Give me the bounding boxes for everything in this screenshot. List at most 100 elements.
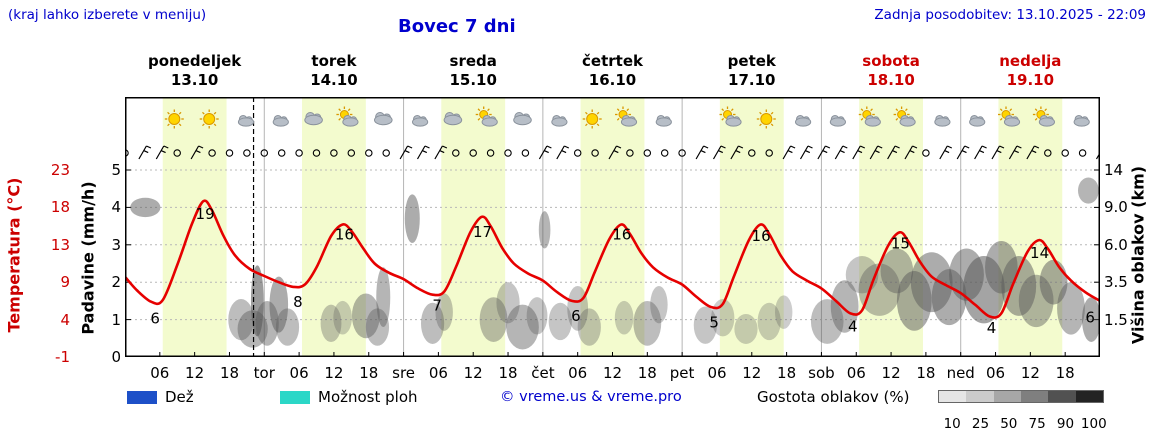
- x-axis-label: pet: [670, 364, 695, 382]
- temp-tick-label: -1: [55, 348, 70, 366]
- day-header-15.10: sreda 15.10: [403, 52, 543, 90]
- day-date: 13.10: [170, 71, 219, 89]
- temperature-value-label: 17: [473, 223, 492, 241]
- temp-tick-label: 13: [50, 235, 70, 254]
- temperature-value-label: 4: [848, 317, 858, 335]
- wind-calm-symbol: [469, 149, 477, 157]
- day-header-13.10: ponedeljek 13.10: [125, 52, 265, 90]
- x-axis-label: 06: [707, 364, 726, 382]
- moon-icon: [136, 113, 142, 125]
- temp-tick-label: 18: [50, 198, 70, 217]
- daylight-band: [580, 97, 645, 357]
- day-name: ponedeljek: [148, 52, 242, 70]
- wind-barb-symbol: [695, 145, 709, 160]
- wind-barb-symbol: [834, 145, 848, 160]
- wind-calm-symbol: [173, 149, 181, 157]
- wind-barb-symbol: [1026, 145, 1040, 160]
- sun-cloud-icon: [1032, 106, 1056, 127]
- precip-tick-label: 0: [111, 348, 121, 366]
- sun-cloud-icon: [719, 106, 742, 127]
- wind-calm-symbol: [486, 149, 495, 157]
- moon-cloud-icon: [967, 110, 986, 127]
- wind-barb-symbol: [939, 145, 953, 160]
- wind-calm-symbol: [678, 149, 686, 157]
- x-axis-label: 06: [290, 364, 309, 382]
- wind-calm-symbol: [660, 149, 669, 157]
- temperature-value-label: 19: [196, 205, 215, 223]
- wind-barb-symbol: [852, 145, 866, 160]
- x-axis-label: 18: [220, 364, 239, 382]
- day-name: nedelja: [999, 52, 1062, 70]
- day-date: 16.10: [588, 71, 637, 89]
- sun-icon: [582, 109, 602, 129]
- wind-calm-symbol: [591, 149, 599, 157]
- wind-barb-symbol: [399, 145, 413, 160]
- moon-cloud-icon: [932, 110, 951, 127]
- wind-barb-symbol: [904, 145, 918, 160]
- wind-calm-symbol: [208, 149, 216, 157]
- temp-axis-title: Temperatura (°C): [4, 177, 24, 333]
- x-axis-label: 12: [464, 364, 483, 382]
- temperature-value-label: 5: [709, 313, 719, 331]
- rain-swatch: [127, 391, 157, 404]
- sun-cloud-icon: [475, 106, 498, 127]
- moon-cloud-icon: [271, 110, 289, 127]
- x-axis-label: ned: [947, 364, 975, 382]
- day-name: sobota: [862, 52, 920, 70]
- sun-icon: [756, 109, 776, 129]
- x-axis-label: 18: [359, 364, 378, 382]
- sun-icon: [164, 109, 184, 129]
- x-axis-label: 18: [1056, 364, 1075, 382]
- temperature-value-label: 6: [1085, 309, 1095, 327]
- day-header-14.10: torek 14.10: [264, 52, 404, 90]
- wind-barb-symbol: [782, 145, 796, 160]
- wind-calm-symbol: [922, 149, 930, 157]
- wind-calm-symbol: [643, 149, 652, 157]
- wind-calm-symbol: [573, 149, 582, 157]
- sun-cloud-icon: [893, 106, 916, 127]
- daylight-band: [998, 97, 1063, 357]
- cloud-icon: [513, 112, 532, 126]
- day-header-16.10: četrtek 16.10: [543, 52, 683, 90]
- wind-barb-symbol: [608, 145, 622, 160]
- temperature-value-label: 7: [432, 296, 442, 314]
- moon-cloud-icon: [236, 110, 255, 127]
- showers-swatch: [280, 391, 310, 404]
- wind-calm-symbol: [277, 149, 286, 157]
- x-axis-label: 18: [498, 364, 517, 382]
- wind-barb-symbol: [817, 145, 831, 160]
- sun-icon: [199, 109, 219, 129]
- wind-calm-symbol: [330, 149, 338, 157]
- temperature-value-label: 16: [612, 225, 631, 243]
- temperature-value-label: 6: [571, 307, 581, 325]
- wind-barb-symbol: [138, 145, 152, 160]
- moon-cloud-icon: [549, 110, 568, 127]
- precip-tick-label: 3: [111, 235, 121, 254]
- moon-cloud-icon: [654, 110, 672, 127]
- wind-calm-symbol: [225, 149, 234, 157]
- day-name: sreda: [449, 52, 497, 70]
- wind-calm-symbol: [312, 149, 321, 157]
- day-date: 17.10: [728, 71, 776, 89]
- cloud-tick-label: 1.5: [1104, 310, 1128, 329]
- temperature-value-label: 16: [752, 227, 771, 245]
- plot-frame: [125, 97, 1100, 357]
- wind-calm-symbol: [1061, 149, 1069, 157]
- copyright-link[interactable]: © vreme.us & vreme.pro: [500, 389, 682, 405]
- x-axis-label: 12: [603, 364, 622, 382]
- wind-barb-symbol: [155, 145, 169, 160]
- temperature-value-label: 15: [891, 235, 910, 253]
- daylight-band: [162, 97, 227, 357]
- temp-tick-label: 4: [60, 310, 70, 329]
- temperature-value-label: 6: [150, 310, 160, 328]
- temperature-value-label: 14: [1030, 244, 1049, 262]
- precip-tick-label: 5: [111, 161, 121, 179]
- temperature-value-label: 16: [335, 225, 354, 243]
- wind-barb-symbol: [869, 145, 883, 160]
- x-axis-label: 12: [185, 364, 204, 382]
- wind-barb-symbol: [190, 145, 204, 160]
- day-name: četrtek: [582, 52, 643, 70]
- day-date: 18.10: [867, 71, 915, 89]
- rain-label: Dež: [165, 388, 194, 406]
- wind-barb-symbol: [887, 145, 900, 160]
